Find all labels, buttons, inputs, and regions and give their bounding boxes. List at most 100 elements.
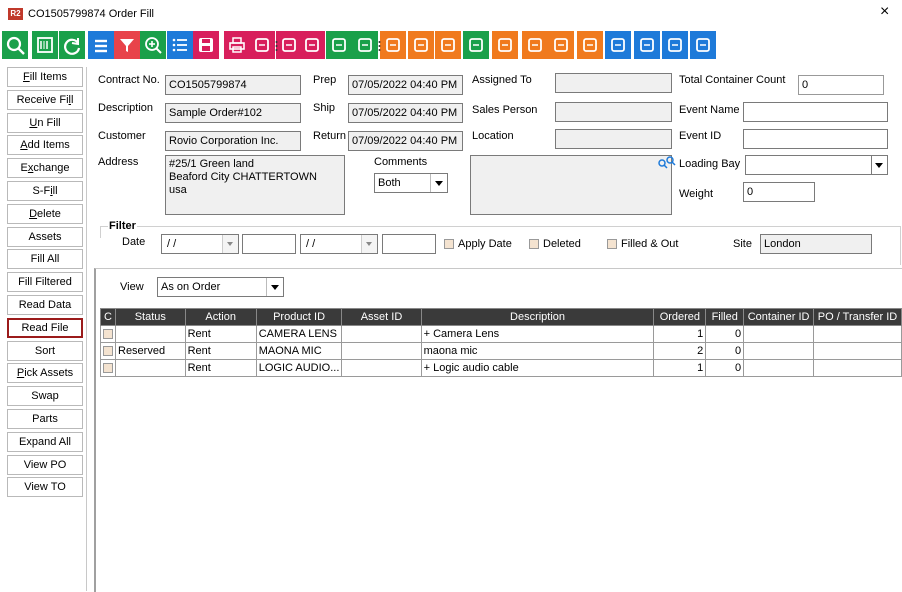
- loading-bay-dropdown[interactable]: [872, 155, 888, 175]
- comments-field[interactable]: [470, 155, 672, 215]
- cell-product-id[interactable]: MAONA MIC: [255, 342, 343, 360]
- alert-triangle-button[interactable]: [634, 31, 660, 59]
- column-header[interactable]: Action: [184, 308, 257, 326]
- loading-bay-field[interactable]: [745, 155, 872, 175]
- cell-product-id[interactable]: CAMERA LENS: [255, 325, 343, 343]
- cell-filled[interactable]: 0: [705, 325, 745, 343]
- cell-container-id[interactable]: [743, 359, 815, 377]
- sidebar-button-6[interactable]: Delete: [7, 203, 83, 224]
- print-label-button[interactable]: [276, 31, 302, 59]
- sidebar-button-1[interactable]: Receive Fill: [7, 89, 83, 110]
- weight-field[interactable]: 0: [743, 182, 815, 202]
- truck-search-button[interactable]: [548, 31, 574, 59]
- delivery-truck-button[interactable]: [522, 31, 548, 59]
- chevron-down-icon[interactable]: [222, 235, 238, 253]
- cell-asset-id[interactable]: [341, 325, 422, 343]
- sidebar-button-4[interactable]: Exchange: [7, 158, 83, 179]
- cell-asset-id[interactable]: [341, 342, 422, 360]
- warning-button[interactable]: [408, 31, 434, 59]
- print-tag-button[interactable]: [299, 31, 325, 59]
- site-field[interactable]: London: [760, 234, 872, 254]
- cell-ordered[interactable]: 2: [653, 342, 707, 360]
- cell-status[interactable]: [115, 325, 186, 343]
- sidebar-button-5[interactable]: S-Fill: [7, 181, 83, 201]
- apply-date-checkbox[interactable]: [444, 239, 454, 249]
- cell-status[interactable]: [115, 359, 186, 377]
- table-row[interactable]: Rent LOGIC AUDIO... + Logic audio cable 1 0: [100, 359, 902, 377]
- comments-filter-select[interactable]: Both: [374, 173, 448, 193]
- cell-description[interactable]: maona mic: [420, 342, 655, 360]
- close-button[interactable]: ×: [880, 3, 890, 20]
- cell-container-id[interactable]: [743, 342, 815, 360]
- sales-person-field[interactable]: [555, 102, 672, 122]
- deleted-checkbox[interactable]: [529, 239, 539, 249]
- row-checkbox[interactable]: [103, 329, 113, 340]
- cell-ordered[interactable]: 1: [653, 325, 707, 343]
- print-button[interactable]: [224, 31, 250, 59]
- list-lines-button[interactable]: [167, 31, 193, 59]
- row-checkbox[interactable]: [103, 346, 113, 357]
- hash-button[interactable]: [662, 31, 688, 59]
- column-header[interactable]: Filled: [705, 308, 745, 326]
- save-button[interactable]: [193, 31, 219, 59]
- search-icon[interactable]: [658, 159, 668, 169]
- row-checkbox[interactable]: [103, 363, 113, 374]
- cell-asset-id[interactable]: [341, 359, 422, 377]
- cell-action[interactable]: Rent: [184, 325, 257, 343]
- search-icon[interactable]: [666, 156, 676, 166]
- gauge-button[interactable]: [690, 31, 716, 59]
- open-box-button[interactable]: [435, 31, 461, 59]
- sidebar-button-12[interactable]: Sort: [7, 340, 83, 361]
- sidebar-button-2[interactable]: Un Fill: [7, 112, 83, 133]
- truck-dispatch-button[interactable]: [577, 31, 603, 59]
- sidebar-button-10[interactable]: Read Data: [7, 295, 83, 315]
- date-to-field[interactable]: / /: [300, 234, 378, 254]
- contract-field[interactable]: CO1505799874: [165, 75, 301, 95]
- scan-barcode-button[interactable]: [32, 31, 58, 59]
- total-container-field[interactable]: 0: [798, 75, 884, 95]
- cell-action[interactable]: Rent: [184, 342, 257, 360]
- list-button[interactable]: [88, 31, 114, 59]
- address-field[interactable]: #25/1 Green land Beaford City CHATTERTOW…: [165, 155, 345, 215]
- customer-field[interactable]: Rovio Corporation Inc.: [165, 131, 301, 151]
- sidebar-button-8[interactable]: Fill All: [7, 249, 83, 270]
- filter-button[interactable]: [114, 31, 140, 59]
- column-header[interactable]: C: [100, 308, 116, 326]
- column-header[interactable]: Product ID: [255, 308, 343, 326]
- sidebar-button-11[interactable]: Read File: [7, 317, 83, 338]
- column-header[interactable]: Asset ID: [341, 308, 422, 326]
- column-header[interactable]: Description: [420, 308, 655, 326]
- location-field[interactable]: [555, 129, 672, 149]
- cell-po[interactable]: [813, 325, 902, 343]
- column-header[interactable]: Container ID: [743, 308, 815, 326]
- cell-po[interactable]: [813, 359, 902, 377]
- sidebar-button-17[interactable]: View PO: [7, 454, 83, 475]
- cell-description[interactable]: + Logic audio cable: [420, 359, 655, 377]
- print-stack-button[interactable]: [326, 31, 352, 59]
- assigned-to-field[interactable]: [555, 73, 672, 93]
- zoom-in-button[interactable]: [140, 31, 166, 59]
- search-button[interactable]: [2, 31, 28, 59]
- sidebar-button-3[interactable]: Add Items: [7, 135, 83, 156]
- cell-po[interactable]: [813, 342, 902, 360]
- print-preview-button[interactable]: [249, 31, 275, 59]
- column-header[interactable]: PO / Transfer ID: [813, 308, 902, 326]
- cell-status[interactable]: Reserved: [115, 342, 186, 360]
- house-meter-button[interactable]: [492, 31, 518, 59]
- print-alert-button[interactable]: [380, 31, 406, 59]
- description-field[interactable]: Sample Order#102: [165, 103, 301, 123]
- sidebar-button-18[interactable]: View TO: [7, 477, 83, 498]
- document-button[interactable]: [605, 31, 631, 59]
- table-row[interactable]: Reserved Rent MAONA MIC maona mic 2 0: [100, 342, 902, 360]
- column-header[interactable]: Ordered: [653, 308, 707, 326]
- sidebar-button-16[interactable]: Expand All: [7, 431, 83, 452]
- cell-description[interactable]: + Camera Lens: [420, 325, 655, 343]
- cell-container-id[interactable]: [743, 325, 815, 343]
- sidebar-button-14[interactable]: Swap: [7, 386, 83, 407]
- cell-filled[interactable]: 0: [705, 359, 745, 377]
- column-header[interactable]: Status: [115, 308, 186, 326]
- sidebar-button-7[interactable]: Assets: [7, 226, 83, 247]
- refresh-button[interactable]: [59, 31, 85, 59]
- sidebar-button-13[interactable]: Pick Assets: [7, 363, 83, 384]
- time-to-field[interactable]: [382, 234, 436, 254]
